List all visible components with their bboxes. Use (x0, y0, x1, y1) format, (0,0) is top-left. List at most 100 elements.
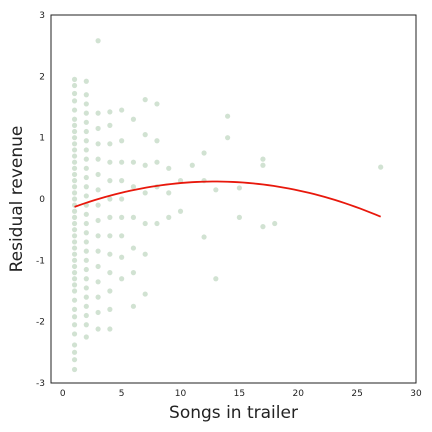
data-point (95, 125, 101, 132)
data-point (71, 153, 78, 159)
data-point (213, 187, 219, 193)
x-tick-label: 20 (293, 389, 305, 399)
data-point (95, 202, 101, 208)
data-point (83, 220, 89, 227)
y-tick-label: -1 (36, 256, 45, 266)
data-point (142, 162, 148, 168)
data-point (260, 224, 266, 230)
data-point (107, 306, 113, 312)
data-point (71, 135, 78, 141)
data-point (83, 156, 89, 162)
data-point (107, 251, 113, 257)
data-point (225, 113, 231, 119)
data-point (95, 248, 101, 254)
data-point (71, 306, 78, 312)
data-point (95, 187, 101, 193)
data-point (130, 303, 137, 309)
data-point (71, 270, 78, 276)
data-point (71, 196, 78, 202)
data-point (71, 263, 78, 270)
data-point (71, 98, 78, 104)
data-point (107, 141, 113, 147)
data-point (95, 294, 101, 300)
data-point (95, 279, 101, 285)
data-point (142, 220, 148, 227)
data-point (142, 132, 148, 138)
x-axis-title: Songs in trailer (169, 403, 298, 423)
data-point (95, 309, 101, 316)
data-point (119, 214, 125, 220)
data-point (83, 78, 89, 84)
data-point (71, 147, 78, 153)
data-point (83, 184, 89, 190)
x-tick-label: 0 (60, 389, 66, 399)
data-point (130, 116, 137, 122)
data-point (130, 159, 137, 165)
data-point (154, 101, 160, 107)
data-point (260, 162, 266, 168)
data-point (189, 162, 195, 168)
data-point (236, 214, 242, 220)
data-point (107, 326, 113, 332)
x-tick-label: 25 (351, 389, 362, 399)
data-point (83, 119, 89, 125)
data-point (83, 165, 89, 171)
y-tick-label: 1 (39, 134, 45, 144)
data-point (107, 109, 113, 115)
data-point (71, 122, 78, 128)
data-point (71, 214, 78, 220)
x-tick-label: 10 (175, 389, 187, 399)
scatter-points (71, 38, 384, 373)
data-point (71, 331, 78, 337)
data-point (83, 138, 89, 144)
data-point (154, 220, 160, 227)
data-point (71, 165, 78, 171)
data-point (260, 156, 266, 162)
data-point (213, 276, 219, 282)
data-point (71, 190, 78, 196)
y-axis-title: Residual revenue (7, 126, 27, 273)
data-point (83, 193, 89, 199)
data-point (119, 159, 125, 165)
data-point (71, 239, 78, 245)
data-point (119, 196, 125, 202)
data-point (83, 230, 89, 236)
data-point (95, 141, 101, 147)
y-tick-label: -3 (36, 379, 45, 389)
data-point (83, 174, 89, 181)
data-point (71, 116, 78, 122)
data-point (71, 208, 78, 214)
data-point (71, 342, 78, 348)
data-point (71, 220, 78, 227)
data-point (71, 357, 78, 363)
data-point (71, 314, 78, 320)
data-point (83, 285, 89, 291)
data-point (166, 190, 172, 196)
data-point (142, 97, 148, 103)
x-tick-label: 15 (234, 389, 245, 399)
data-point (71, 159, 78, 165)
data-point (71, 322, 78, 328)
data-point (225, 135, 231, 141)
y-tick-label: 0 (39, 195, 45, 205)
data-point (236, 185, 242, 191)
data-point (142, 251, 148, 257)
data-point (201, 234, 207, 240)
data-point (71, 282, 78, 288)
data-point (83, 322, 89, 328)
data-point (107, 288, 113, 294)
data-point (166, 214, 172, 220)
data-point (95, 156, 101, 162)
data-point (272, 220, 278, 227)
data-point (71, 233, 78, 239)
data-point (71, 366, 78, 373)
data-point (201, 150, 207, 156)
data-point (71, 171, 78, 178)
data-point (71, 107, 78, 113)
y-tick-label: 3 (39, 11, 45, 21)
y-tick-label: -2 (36, 318, 45, 328)
data-point (130, 270, 137, 276)
data-point (119, 254, 125, 260)
data-point (119, 276, 125, 282)
data-point (378, 164, 384, 170)
